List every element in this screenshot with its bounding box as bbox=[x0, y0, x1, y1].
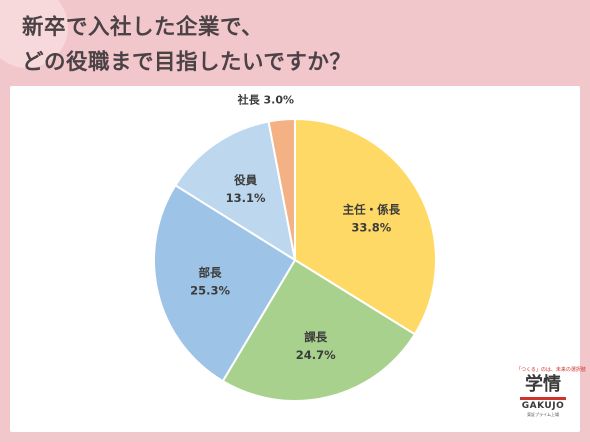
logo-wordmark: GAKUJO bbox=[521, 401, 565, 411]
pie-value-2: 25.3% bbox=[190, 284, 230, 298]
logo-subtext: 東証プライム上場 bbox=[527, 412, 559, 417]
pie-chart: 主任・係長 33.8% 課長 24.7% 部長 25.3% 役員 13.1% 社長 3.0% bbox=[153, 93, 437, 402]
page-title: 新卒で入社した企業で、 どの役職まで目指したいですか？ bbox=[22, 10, 351, 80]
pie-slice-3 bbox=[174, 120, 297, 263]
pie-value-1: 24.7% bbox=[296, 348, 336, 362]
pie-value-3: 13.1% bbox=[226, 191, 266, 205]
pie-label-3: 役員 bbox=[234, 173, 257, 187]
pie-slice-1 bbox=[221, 258, 417, 402]
pie-label-0: 主任・係長 bbox=[343, 202, 401, 216]
pie-slice-0 bbox=[294, 117, 437, 336]
pie-slice-4 bbox=[267, 117, 296, 261]
chart-card: 主任・係長 33.8% 課長 24.7% 部長 25.3% 役員 13.1% 社長 3.0% bbox=[10, 86, 580, 432]
pie-label-4: 社長 3.0% bbox=[237, 93, 294, 107]
pie-slice-2 bbox=[153, 183, 297, 383]
pie-value-0: 33.8% bbox=[351, 220, 391, 234]
pie-label-1: 課長 bbox=[304, 330, 327, 344]
logo-kanji: 学情 bbox=[525, 374, 561, 395]
title-line-2: どの役職まで目指したいですか？ bbox=[22, 50, 352, 75]
pie-label-2: 部長 bbox=[199, 266, 222, 280]
title-line-1: 新卒で入社した企業で、 bbox=[22, 15, 264, 40]
gakujo-logo: 「つくる」のは、未来の選択肢 学情 GAKUJO 東証プライム上場 bbox=[516, 366, 586, 430]
logo-tagline: 「つくる」のは、未来の選択肢 bbox=[516, 367, 586, 373]
logo-bar bbox=[520, 397, 566, 400]
